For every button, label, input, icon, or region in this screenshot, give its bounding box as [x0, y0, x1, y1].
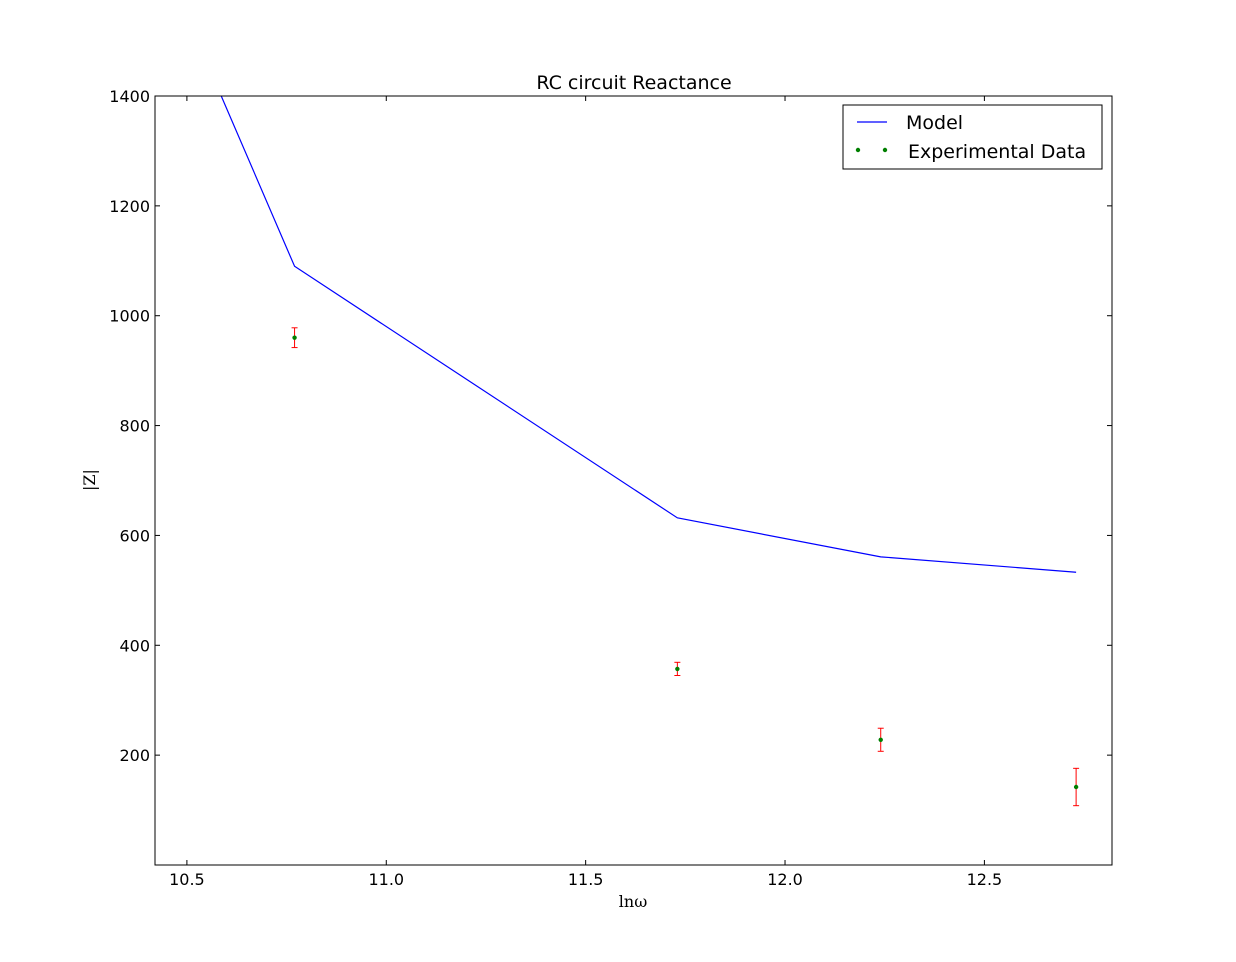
legend-data-marker-icon — [855, 147, 861, 153]
x-axis: 10.5 11.0 11.5 12.0 12.5 — [169, 96, 1002, 889]
y-axis-label: |Z| — [80, 469, 99, 491]
legend-label-model: Model — [906, 112, 963, 134]
legend-label-experimental-data: Experimental Data — [908, 141, 1086, 163]
x-tick-label: 12.0 — [767, 870, 803, 889]
chart-title: RC circuit Reactance — [536, 72, 731, 94]
data-point — [878, 737, 883, 742]
y-tick-label: 1400 — [109, 87, 150, 106]
x-tick-label: 11.0 — [368, 870, 404, 889]
y-tick-label: 800 — [119, 417, 150, 436]
y-tick-label: 400 — [119, 636, 150, 655]
y-tick-label: 200 — [119, 746, 150, 765]
y-axis: 200 400 600 800 1000 1200 1400 — [109, 87, 1112, 765]
data-point — [675, 666, 680, 672]
model-line — [220, 96, 1077, 573]
plot-area — [220, 96, 1080, 807]
y-tick-label: 600 — [119, 526, 150, 545]
x-tick-label: 12.5 — [967, 870, 1003, 889]
data-point — [292, 335, 297, 340]
x-tick-label: 11.5 — [568, 870, 604, 889]
legend-data-marker-icon — [882, 147, 888, 153]
plot-frame — [154, 95, 1113, 866]
data-point — [1073, 784, 1079, 790]
y-tick-label: 1200 — [109, 197, 150, 216]
y-tick-label: 1000 — [109, 307, 150, 326]
x-tick-label: 10.5 — [169, 870, 205, 889]
legend-box — [842, 104, 1103, 170]
x-axis-label: lnω — [619, 892, 647, 911]
legend: Model Experimental Data — [842, 104, 1103, 170]
